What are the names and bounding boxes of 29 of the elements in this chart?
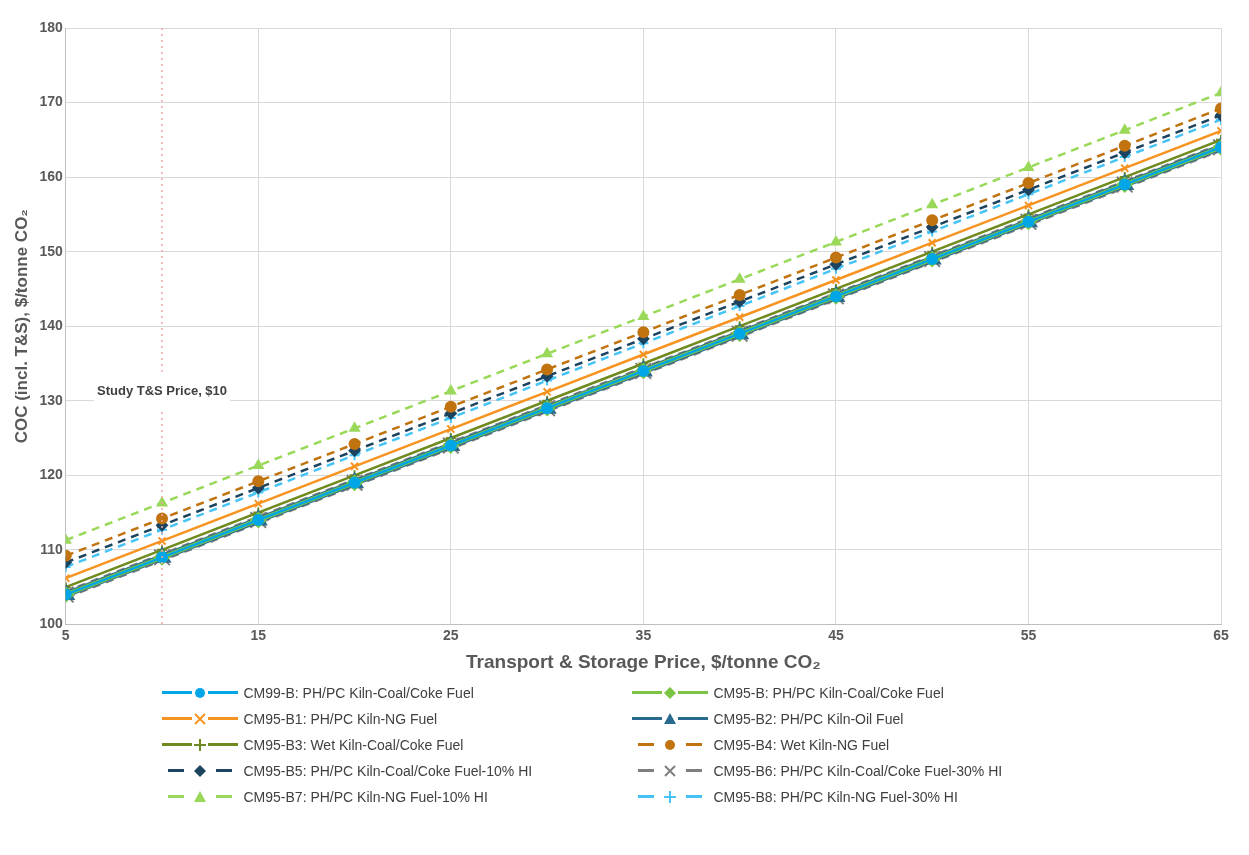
y-tick-label: 180 (39, 18, 63, 35)
legend-label: CM95-B1: PH/PC Kiln-NG Fuel (243, 711, 438, 727)
y-axis-title: COC (incl. T&S), $/tonne CO₂ (11, 209, 31, 444)
x-tick-label: 35 (635, 626, 652, 643)
x-tick-label: 25 (443, 626, 459, 643)
x-tick-label: 15 (250, 626, 267, 643)
y-tick-label: 130 (39, 391, 63, 408)
legend-label: CM99-B: PH/PC Kiln-Coal/Coke Fuel (243, 685, 474, 701)
y-tick-label: 150 (39, 242, 63, 259)
legend-label: CM95-B4: Wet Kiln-NG Fuel (713, 737, 890, 753)
legend-label: CM95-B6: PH/PC Kiln-Coal/Coke Fuel-30% HI (713, 763, 1003, 779)
legend-label: CM95-B3: Wet Kiln-Coal/Coke Fuel (243, 737, 464, 753)
y-tick-label: 160 (39, 167, 63, 184)
legend-label: CM95-B8: PH/PC Kiln-NG Fuel-30% HI (713, 789, 958, 805)
y-tick-label: 120 (39, 466, 63, 483)
x-tick-label: 65 (1213, 626, 1229, 643)
x-tick-label: 45 (828, 626, 844, 643)
y-tick-label: 110 (40, 540, 63, 557)
x-tick-label: 55 (1020, 626, 1037, 643)
x-axis-title: Transport & Storage Price, $/tonne CO₂ (466, 650, 821, 672)
y-tick-label: 140 (39, 317, 63, 334)
x-tick-label: 5 (61, 626, 70, 643)
legend-label: CM95-B7: PH/PC Kiln-NG Fuel-10% HI (243, 789, 488, 805)
legend-label: CM95-B2: PH/PC Kiln-Oil Fuel (713, 711, 904, 727)
ref-line-label: Study T&S Price, $10 (97, 383, 228, 399)
y-tick-label: 100 (39, 615, 63, 632)
y-tick-label: 170 (39, 93, 63, 110)
legend-label: CM95-B: PH/PC Kiln-Coal/Coke Fuel (713, 685, 944, 701)
legend-label: CM95-B5: PH/PC Kiln-Coal/Coke Fuel-10% HI (243, 763, 533, 779)
